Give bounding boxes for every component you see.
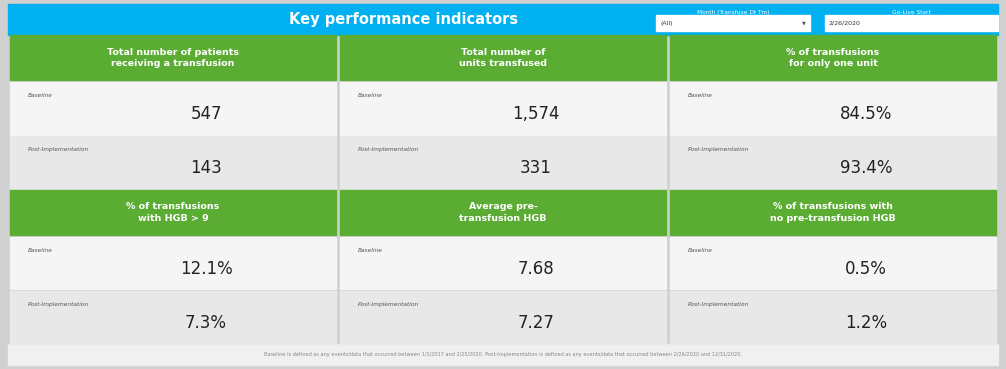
Text: Post-Implementation: Post-Implementation xyxy=(28,302,90,307)
Text: Month (Transfuse Dt Tm): Month (Transfuse Dt Tm) xyxy=(697,10,770,15)
Text: 547: 547 xyxy=(190,105,221,123)
Text: 7.3%: 7.3% xyxy=(185,314,227,332)
Bar xyxy=(670,291,996,344)
Bar xyxy=(8,344,998,365)
Text: (All): (All) xyxy=(661,21,673,26)
Bar xyxy=(10,136,336,189)
Text: Baseline: Baseline xyxy=(688,248,712,253)
Text: Post-Implementation: Post-Implementation xyxy=(358,302,420,307)
Text: Post-Implementation: Post-Implementation xyxy=(28,147,90,152)
Bar xyxy=(670,190,996,235)
Text: Baseline: Baseline xyxy=(688,93,712,98)
Text: % of transfusions with
no pre-transfusion HGB: % of transfusions with no pre-transfusio… xyxy=(771,202,895,223)
Text: Average pre-
transfusion HGB: Average pre- transfusion HGB xyxy=(460,202,546,223)
Bar xyxy=(340,190,666,235)
Text: 2/26/2020: 2/26/2020 xyxy=(829,21,860,26)
Bar xyxy=(670,82,996,135)
Text: Total number of
units transfused: Total number of units transfused xyxy=(459,48,547,68)
Text: Key performance indicators: Key performance indicators xyxy=(290,12,518,27)
Text: Baseline: Baseline xyxy=(28,248,52,253)
Bar xyxy=(10,82,336,135)
Text: 7.68: 7.68 xyxy=(518,260,554,278)
Bar xyxy=(10,190,336,235)
Text: 7.27: 7.27 xyxy=(517,314,554,332)
Bar xyxy=(670,35,996,80)
Bar xyxy=(10,291,336,344)
Bar xyxy=(10,237,336,289)
Text: 143: 143 xyxy=(190,159,222,177)
Text: 1,574: 1,574 xyxy=(512,105,559,123)
Bar xyxy=(340,82,666,135)
Text: 1.2%: 1.2% xyxy=(845,314,887,332)
Text: Baseline: Baseline xyxy=(358,248,382,253)
Bar xyxy=(340,35,666,80)
Text: Post-Implementation: Post-Implementation xyxy=(688,147,749,152)
Text: Baseline: Baseline xyxy=(28,93,52,98)
Text: ▼: ▼ xyxy=(802,21,806,26)
Text: Post-Implementation: Post-Implementation xyxy=(688,302,749,307)
Text: 12.1%: 12.1% xyxy=(180,260,232,278)
Text: Go-Live Start: Go-Live Start xyxy=(892,10,931,15)
Bar xyxy=(670,136,996,189)
Text: % of transfusions
for only one unit: % of transfusions for only one unit xyxy=(787,48,879,68)
Text: 0.5%: 0.5% xyxy=(845,260,887,278)
Bar xyxy=(657,15,810,31)
Text: 84.5%: 84.5% xyxy=(840,105,892,123)
Bar xyxy=(10,35,336,80)
Text: Baseline: Baseline xyxy=(358,93,382,98)
Text: 331: 331 xyxy=(520,159,552,177)
Text: Post-Implementation: Post-Implementation xyxy=(358,147,420,152)
Bar xyxy=(8,4,998,35)
Bar xyxy=(340,136,666,189)
Bar xyxy=(340,291,666,344)
Bar xyxy=(670,237,996,289)
Text: 93.4%: 93.4% xyxy=(840,159,892,177)
Bar xyxy=(825,15,998,31)
Text: Baseline is defined as any events/data that occurred between 1/1/2017 and 2/25/2: Baseline is defined as any events/data t… xyxy=(264,352,742,357)
Text: % of transfusions
with HGB > 9: % of transfusions with HGB > 9 xyxy=(127,202,219,223)
Text: Total number of patients
receiving a transfusion: Total number of patients receiving a tra… xyxy=(107,48,239,68)
Bar xyxy=(340,237,666,289)
